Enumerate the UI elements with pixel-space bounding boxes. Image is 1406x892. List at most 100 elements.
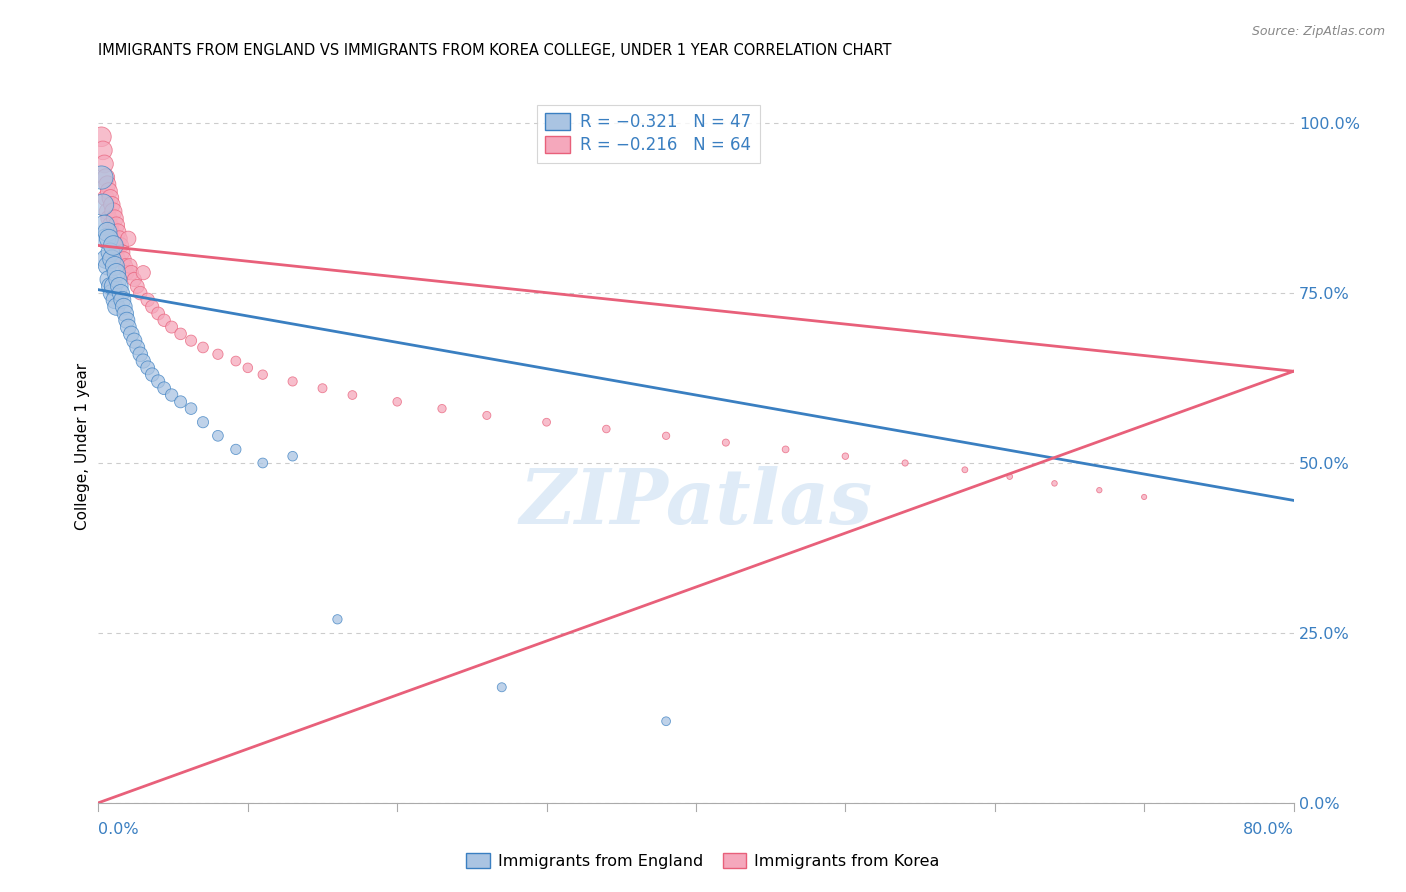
Point [169,326,191,341]
Point [97,232,120,246]
Point [108,279,131,293]
Point [153,381,176,395]
Point [93,157,115,171]
Point [491,680,513,694]
Point [94,252,117,266]
Point [129,286,152,301]
Point [141,300,163,314]
Point [191,341,214,355]
Point [100,245,122,260]
Point [105,266,128,280]
Point [94,170,117,185]
Point [97,184,120,198]
Point [103,204,125,219]
Point [103,232,125,246]
Point [110,238,132,252]
Point [148,375,170,389]
Point [94,191,117,205]
Point [96,259,118,273]
Point [655,429,678,443]
Point [114,306,136,320]
Point [281,375,304,389]
Point [111,293,134,307]
Point [252,456,274,470]
Point [894,456,917,470]
Point [225,442,247,457]
Point [104,293,127,307]
Point [115,313,138,327]
Point [655,714,678,729]
Point [326,612,349,626]
Point [475,409,498,423]
Point [342,388,364,402]
Point [96,178,118,192]
Point [112,252,135,266]
Y-axis label: College, Under 1 year: College, Under 1 year [75,362,90,530]
Point [141,368,163,382]
Point [1043,476,1066,491]
Point [180,401,202,416]
Point [595,422,617,436]
Point [104,259,127,273]
Point [207,347,229,361]
Point [115,266,138,280]
Point [91,198,114,212]
Point [1133,490,1156,504]
Point [110,286,132,301]
Point [120,266,142,280]
Point [104,238,127,252]
Point [252,368,274,382]
Text: Source: ZipAtlas.com: Source: ZipAtlas.com [1251,25,1385,38]
Point [101,252,124,266]
Point [96,225,118,239]
Point [100,218,122,232]
Point [148,306,170,320]
Point [191,415,214,429]
Point [124,334,146,348]
Point [775,442,797,457]
Legend: R = −0.321   N = 47, R = −0.216   N = 64: R = −0.321 N = 47, R = −0.216 N = 64 [537,104,759,162]
Point [160,388,183,402]
Point [97,272,120,286]
Point [104,211,127,226]
Point [127,341,149,355]
Point [132,266,155,280]
Point [107,252,129,266]
Point [117,320,139,334]
Point [112,300,135,314]
Point [101,198,124,212]
Point [136,293,159,307]
Point [180,334,202,348]
Point [132,354,155,368]
Point [114,259,136,273]
Text: ZIPatlas: ZIPatlas [519,467,873,540]
Point [91,144,114,158]
Point [107,225,129,239]
Text: 80.0%: 80.0% [1243,822,1294,837]
Point [236,360,259,375]
Point [430,401,453,416]
Point [111,245,134,260]
Point [136,360,159,375]
Point [311,381,333,395]
Point [120,326,142,341]
Point [100,191,122,205]
Point [93,218,115,232]
Point [225,354,247,368]
Point [101,225,124,239]
Point [103,238,125,252]
Point [536,415,558,429]
Point [169,394,191,409]
Point [90,170,112,185]
Point [97,211,120,226]
Point [90,129,112,144]
Point [124,272,146,286]
Point [160,320,183,334]
Text: IMMIGRANTS FROM ENGLAND VS IMMIGRANTS FROM KOREA COLLEGE, UNDER 1 YEAR CORRELATI: IMMIGRANTS FROM ENGLAND VS IMMIGRANTS FR… [98,43,891,58]
Legend: Immigrants from England, Immigrants from Korea: Immigrants from England, Immigrants from… [460,847,946,875]
Point [118,259,141,273]
Point [105,218,128,232]
Point [117,232,139,246]
Point [105,245,128,260]
Point [153,313,176,327]
